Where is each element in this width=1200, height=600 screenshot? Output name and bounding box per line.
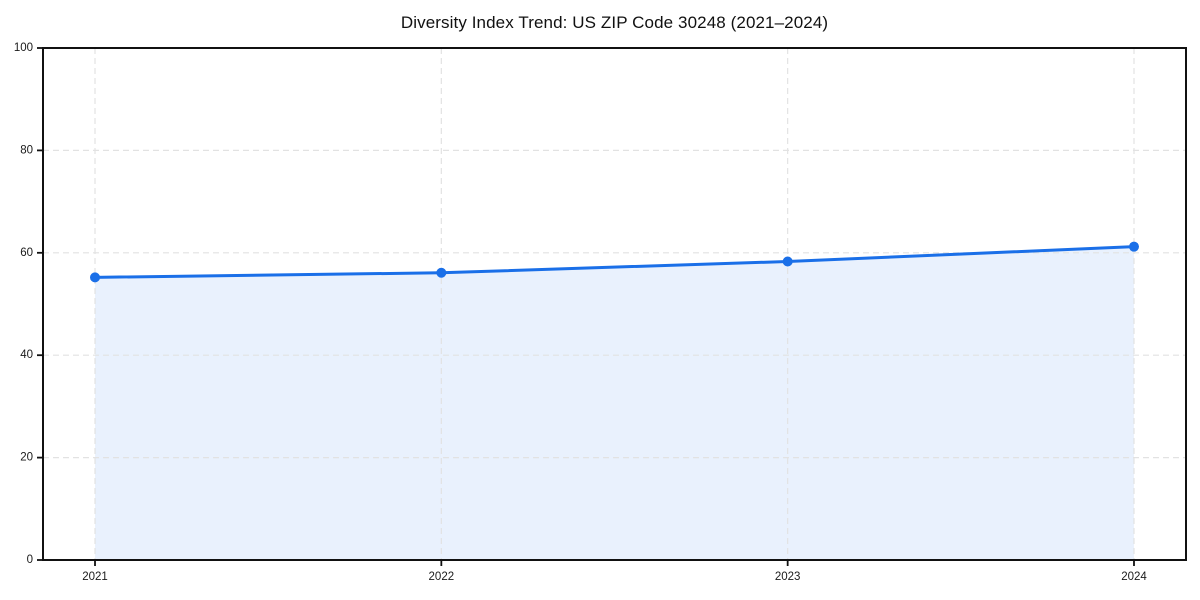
x-axis-tick-label: 2021	[82, 571, 108, 583]
x-axis-tick-label: 2022	[429, 571, 455, 583]
data-point-marker	[782, 256, 793, 267]
x-axis-tick-label: 2024	[1121, 571, 1147, 583]
plot-border	[42, 47, 1187, 561]
trend-line	[93, 245, 1136, 279]
data-point-marker	[436, 267, 447, 278]
y-axis-tick-label: 20	[20, 452, 33, 464]
y-axis-tick-label: 40	[20, 349, 33, 361]
y-axis-tick-label: 80	[20, 144, 33, 156]
y-axis-tick-label: 0	[27, 554, 33, 566]
chart-title: Diversity Index Trend: US ZIP Code 30248…	[400, 13, 829, 32]
y-axis-tick-label: 60	[20, 247, 33, 259]
data-point-marker	[1128, 241, 1139, 252]
data-point-marker	[90, 272, 101, 283]
y-axis-tick-label: 100	[14, 42, 33, 54]
area-fill	[95, 246, 1134, 560]
x-axis-tick-label: 2023	[775, 571, 801, 583]
